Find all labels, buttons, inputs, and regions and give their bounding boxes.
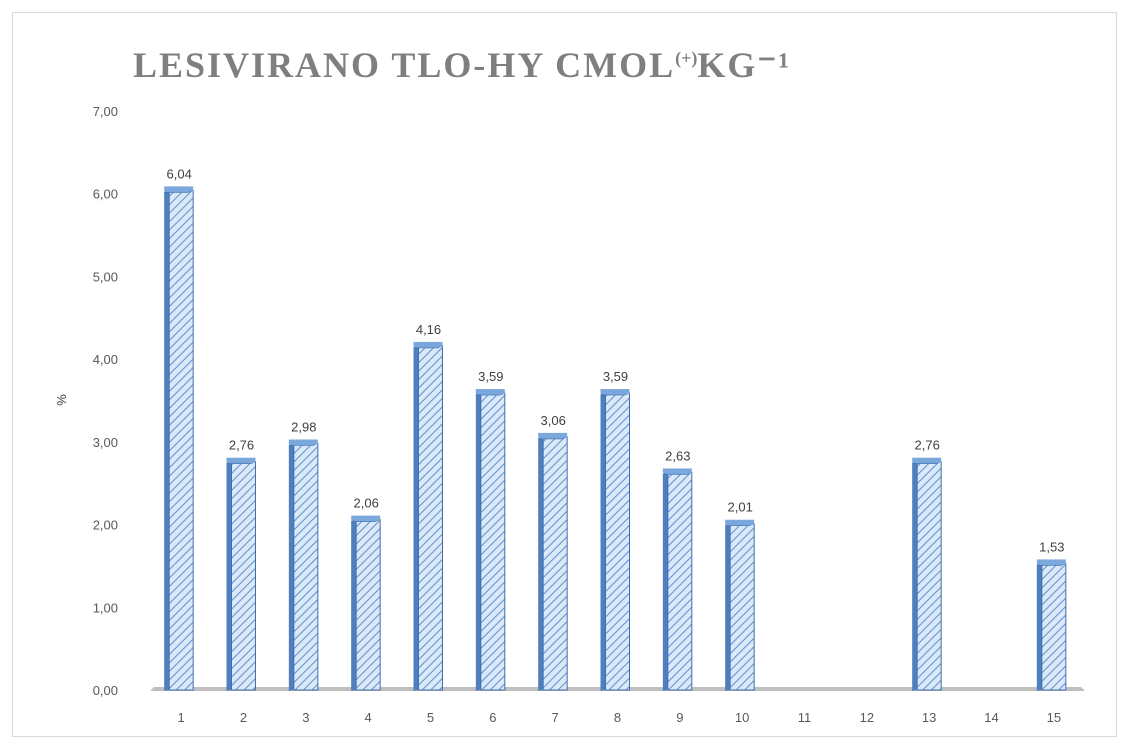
bar-side <box>413 345 419 691</box>
y-tick-label: 6,00 <box>93 187 118 202</box>
x-tick-label: 8 <box>614 710 621 725</box>
x-tick-label: 10 <box>735 710 749 725</box>
data-label: 2,06 <box>354 496 379 511</box>
y-tick-label: 1,00 <box>93 600 118 615</box>
data-label: 2,63 <box>665 448 690 463</box>
bar <box>600 389 630 691</box>
bar <box>475 389 506 691</box>
x-tick-label: 5 <box>427 710 434 725</box>
bar-side <box>351 519 357 691</box>
bar-side <box>538 436 544 691</box>
bar <box>288 439 319 691</box>
bar-front <box>916 461 942 691</box>
bar-cap <box>164 186 194 192</box>
data-label: 3,59 <box>603 369 628 384</box>
data-label: 2,76 <box>229 438 254 453</box>
data-label: 4,16 <box>416 322 441 337</box>
x-tick-label: 13 <box>922 710 936 725</box>
x-tick-label: 2 <box>240 710 247 725</box>
bar-cap <box>351 515 381 521</box>
data-label: 3,59 <box>478 369 503 384</box>
y-tick-label: 3,00 <box>93 435 118 450</box>
bar-cap <box>475 389 505 395</box>
data-labels: 6,04 2,76 2,98 2,06 4,16 3,59 3,06 3,59 2,63 2,01… <box>167 166 1065 554</box>
bar-side <box>725 523 731 691</box>
chart-title-main: LESIVIRANO TLO-HY CMOL <box>133 45 676 85</box>
y-tick-label: 5,00 <box>93 269 118 284</box>
bar-front <box>293 443 319 691</box>
data-label: 6,04 <box>167 166 192 181</box>
bar-side <box>164 190 170 692</box>
bar <box>538 432 568 691</box>
y-tick-label: 2,00 <box>93 518 118 533</box>
bar <box>662 468 693 691</box>
bar-front <box>355 519 381 691</box>
bar-side <box>912 461 918 691</box>
bar-side <box>475 393 481 691</box>
bar <box>912 457 942 691</box>
y-tick-label: 4,00 <box>93 352 118 367</box>
bar-cap <box>912 457 942 463</box>
x-tick-label: 9 <box>676 710 683 725</box>
bar-side <box>288 443 294 691</box>
x-tick-label: 15 <box>1047 710 1061 725</box>
x-tick-label: 12 <box>860 710 874 725</box>
bar-front <box>168 189 194 691</box>
bar-side <box>1036 563 1042 691</box>
y-axis-label: % <box>54 394 69 406</box>
x-axis: 1 2 3 4 5 6 7 8 9 10 11 12 13 14 15 <box>178 710 1062 725</box>
bar-front <box>605 392 630 691</box>
bar-front <box>418 345 443 691</box>
chart-title-superscript: (+) <box>675 48 698 68</box>
bar-cap <box>725 519 755 525</box>
bar-side <box>600 393 606 691</box>
y-axis: 0,00 1,00 2,00 3,00 4,00 5,00 6,00 7,00 <box>93 104 118 698</box>
x-tick-label: 11 <box>798 710 812 725</box>
bar <box>351 515 381 691</box>
bar-front <box>1041 562 1067 691</box>
bar <box>226 457 256 691</box>
bar-cap <box>600 389 630 395</box>
bar-cap <box>226 457 256 463</box>
x-tick-label: 6 <box>489 710 496 725</box>
bar-front <box>542 436 568 691</box>
bar-front <box>667 471 693 691</box>
x-tick-label: 14 <box>984 710 998 725</box>
chart-title: LESIVIRANO TLO-HY CMOL(+)KG⁻¹ <box>133 44 791 86</box>
data-label: 2,01 <box>728 500 753 515</box>
x-tick-label: 4 <box>365 710 372 725</box>
bar-cap <box>538 432 568 438</box>
bars <box>164 186 1067 692</box>
x-tick-label: 7 <box>552 710 559 725</box>
bar-cap <box>662 468 692 474</box>
bar-side <box>662 472 668 691</box>
x-tick-label: 3 <box>302 710 309 725</box>
bar <box>725 519 755 691</box>
bar-front <box>729 523 755 691</box>
chart-title-unit: KG⁻¹ <box>697 45 792 85</box>
bar <box>164 186 194 692</box>
bar-cap <box>288 439 318 445</box>
bar-side <box>226 461 232 691</box>
data-label: 1,53 <box>1039 539 1064 554</box>
bar-cap <box>413 341 443 347</box>
data-label: 3,06 <box>541 413 566 428</box>
bar <box>413 341 443 691</box>
bar-cap <box>1036 559 1066 565</box>
x-tick-label: 1 <box>178 710 185 725</box>
y-tick-label: 0,00 <box>93 683 118 698</box>
bar-front <box>480 392 506 691</box>
y-tick-label: 7,00 <box>93 104 118 119</box>
bar <box>1036 559 1067 691</box>
data-label: 2,98 <box>291 420 316 435</box>
data-label: 2,76 <box>915 438 940 453</box>
bar-front <box>231 461 256 691</box>
